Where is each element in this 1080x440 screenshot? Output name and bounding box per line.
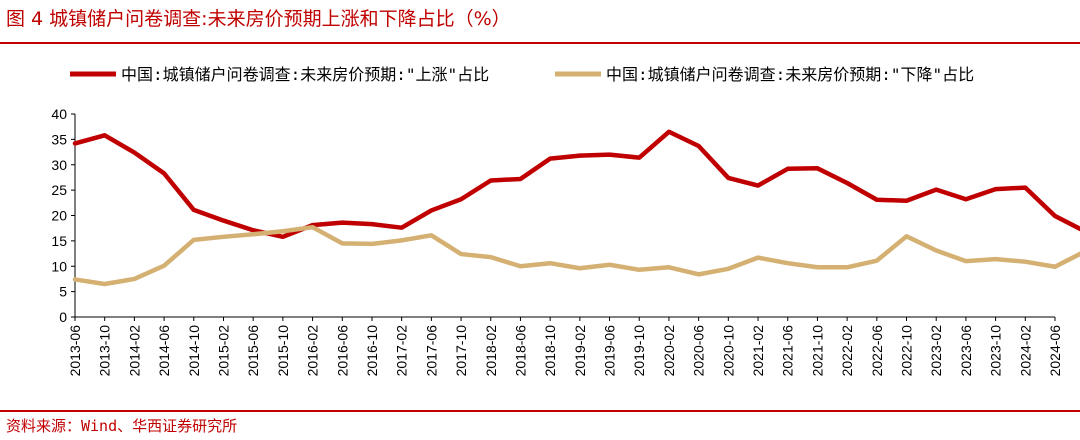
- x-tick-label: 2016-10: [364, 325, 380, 377]
- x-tick-label: 2014-06: [156, 325, 172, 377]
- y-tick-label: 30: [51, 157, 67, 173]
- y-tick-label: 10: [51, 258, 67, 274]
- y-tick-label: 35: [51, 131, 67, 147]
- x-tick-label: 2017-06: [423, 325, 439, 377]
- y-tick-label: 40: [51, 106, 67, 122]
- x-tick-label: 2018-02: [483, 325, 499, 377]
- x-tick-label: 2016-02: [305, 325, 321, 377]
- y-tick-label: 0: [59, 309, 67, 325]
- y-tick-label: 15: [51, 233, 67, 249]
- x-tick-label: 2018-10: [542, 325, 558, 377]
- axes: 0 5 10 15 20 25 30 35 40 2013-06 2013-10 2014-02 201…: [51, 106, 1063, 376]
- x-tick-label: 2018-06: [512, 325, 528, 377]
- x-tick-label: 2024-02: [1017, 325, 1033, 377]
- x-tick-label: 2015-06: [245, 325, 261, 377]
- x-tick-label: 2022-10: [899, 325, 915, 377]
- y-tick-label: 25: [51, 182, 67, 198]
- x-tick-label: 2022-02: [839, 325, 855, 377]
- x-tick-label: 2023-06: [958, 325, 974, 377]
- x-tick-label: 2019-06: [602, 325, 618, 377]
- x-tick-label: 2019-10: [631, 325, 647, 377]
- line-chart: 中国:城镇储户问卷调查:未来房价预期:"上涨"占比 中国:城镇储户问卷调查:未来…: [51, 65, 1080, 376]
- legend-label-rise: 中国:城镇储户问卷调查:未来房价预期:"上涨"占比: [121, 65, 489, 84]
- x-tick-label: 2013-06: [67, 325, 83, 377]
- legend-label-fall: 中国:城镇储户问卷调查:未来房价预期:"下降"占比: [606, 65, 974, 84]
- series-layer: [72, 129, 1080, 287]
- x-tick-label: 2020-06: [691, 325, 707, 377]
- x-tick-label: 2020-10: [720, 325, 736, 377]
- chart-title: 图 4 城镇储户问卷调查:未来房价预期上涨和下降占比（%）: [6, 8, 511, 30]
- x-tick-label: 2021-10: [809, 325, 825, 377]
- x-tick-label: 2014-10: [186, 325, 202, 377]
- x-tick-label: 2021-02: [750, 325, 766, 377]
- x-tick-label: 2015-10: [275, 325, 291, 377]
- y-tick-label: 20: [51, 208, 67, 224]
- x-tick-label: 2020-02: [661, 325, 677, 377]
- x-tick-label: 2014-02: [126, 325, 142, 377]
- series-line-rise: [72, 129, 1080, 240]
- x-tick-label: 2023-02: [928, 325, 944, 377]
- x-tick-label: 2013-10: [97, 325, 113, 377]
- x-tick-label: 2016-06: [334, 325, 350, 377]
- x-tick-label: 2017-10: [453, 325, 469, 377]
- x-tick-label: 2017-02: [394, 325, 410, 377]
- series-line-fall: [72, 224, 1080, 287]
- x-tick-label: 2019-02: [572, 325, 588, 377]
- x-tick-label: 2015-02: [215, 325, 231, 377]
- source-note: 资料来源：Wind、华西证券研究所: [6, 417, 238, 435]
- x-tick-label: 2023-10: [988, 325, 1004, 377]
- x-tick-label: 2022-06: [869, 325, 885, 377]
- source-rule: [0, 410, 1080, 412]
- title-rule: [0, 42, 1080, 44]
- x-tick-label: 2021-06: [780, 325, 796, 377]
- x-tick-label: 2024-06: [1047, 325, 1063, 377]
- legend: 中国:城镇储户问卷调查:未来房价预期:"上涨"占比 中国:城镇储户问卷调查:未来…: [70, 65, 974, 84]
- y-tick-label: 5: [59, 284, 67, 300]
